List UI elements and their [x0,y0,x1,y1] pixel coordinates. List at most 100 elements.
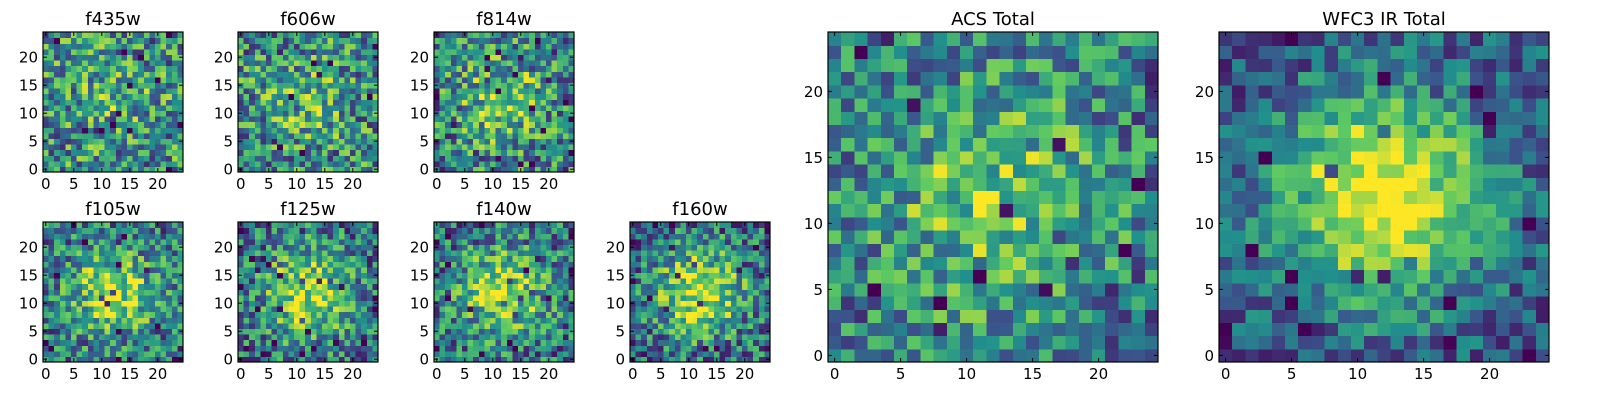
heatmap-cell [327,255,334,262]
heatmap-cell [71,255,78,262]
heatmap-cell [841,230,855,244]
heatmap-cell [663,317,670,324]
heatmap-cell [562,48,569,55]
heatmap-cell [506,121,513,128]
heatmap-cell [138,132,145,139]
heatmap-cell [249,127,256,134]
heatmap-cell [495,266,502,273]
heatmap-cell [450,250,457,257]
heatmap-cell [243,311,250,318]
heatmap-cell [551,99,558,106]
heatmap-cell [238,238,245,245]
heatmap-cell [344,306,351,313]
heatmap-cell [254,334,261,341]
heatmap-cell [132,127,139,134]
heatmap-cell [294,155,301,162]
heatmap-cell [71,76,78,83]
heatmap-cell [986,177,1001,191]
heatmap-cell [271,43,278,50]
heatmap-cell [635,356,642,363]
heatmap-cell [467,149,474,156]
heatmap-cell [127,127,134,134]
heatmap-cell [1131,243,1146,257]
heatmap-cell [747,289,754,296]
heatmap-cell [1039,177,1053,191]
heatmap-cell [93,339,100,346]
heatmap-cell [260,76,267,83]
heatmap-cell [719,244,726,251]
heatmap-cell [1105,256,1119,271]
heatmap-cell [529,278,536,285]
heatmap-cell [299,82,306,89]
heatmap-cell [327,233,334,240]
heatmap-cell [730,294,737,301]
heatmap-cell [350,350,357,357]
heatmap-cell [43,289,50,296]
heatmap-cell [366,255,373,262]
heatmap-cell [82,322,89,329]
heatmap-cell [160,88,167,95]
heatmap-cell [277,317,284,324]
heatmap-cell [557,82,564,89]
heatmap-cell [434,283,441,290]
heatmap-cell [177,32,184,39]
heatmap-cell [473,127,480,134]
heatmap-cell [143,65,150,72]
heatmap-cell [104,266,111,273]
heatmap-cell [540,272,547,279]
heatmap-cell [310,278,317,285]
heatmap-cell [557,255,564,262]
heatmap-cell [725,266,732,273]
heatmap-cell [127,345,134,352]
heatmap-cell [366,132,373,139]
heatmap-cell [93,227,100,234]
heatmap-cell [658,294,665,301]
heatmap-cell [1026,243,1040,257]
heatmap-cell [546,255,553,262]
heatmap-cell [322,238,329,245]
heatmap-cell [143,43,150,50]
heatmap-cell [171,334,178,341]
heatmap-cell [523,356,530,363]
x-tick-label: 20 [539,365,558,383]
heatmap-cell [355,266,362,273]
heatmap-cell [155,300,162,307]
heatmap-cell [254,48,261,55]
heatmap-cell [730,222,737,229]
heatmap-cell [76,48,83,55]
heatmap-cell [76,255,83,262]
heatmap-cell [646,322,653,329]
heatmap-cell [166,350,173,357]
heatmap-cell [87,266,94,273]
heatmap-cell [277,233,284,240]
heatmap-cell [160,238,167,245]
heatmap-cell [361,311,368,318]
heatmap-cell [99,233,106,240]
heatmap-cell [546,266,553,273]
heatmap-cell [506,149,513,156]
heatmap-cell [551,328,558,335]
heatmap-cell [305,300,312,307]
heatmap-cell [534,32,541,39]
panel-title: f814w [476,9,531,30]
heatmap-cell [551,294,558,301]
heatmap-cell [1131,269,1146,284]
heatmap-cell [1039,269,1053,284]
heatmap-cell [697,350,704,357]
heatmap-cell [59,155,66,162]
heatmap-cell [529,294,536,301]
heatmap-cell [434,37,441,44]
heatmap-cell [316,82,323,89]
heatmap-cell [316,278,323,285]
heatmap-cell [529,227,536,234]
heatmap-cell [501,54,508,61]
heatmap-cell [127,266,134,273]
heatmap-cell [635,261,642,268]
heatmap-cell [478,261,485,268]
heatmap-cell [557,283,564,290]
heatmap-cell [254,144,261,151]
heatmap-cell [646,266,653,273]
heatmap-cell [551,32,558,39]
heatmap-cell [76,334,83,341]
heatmap-cell [562,283,569,290]
